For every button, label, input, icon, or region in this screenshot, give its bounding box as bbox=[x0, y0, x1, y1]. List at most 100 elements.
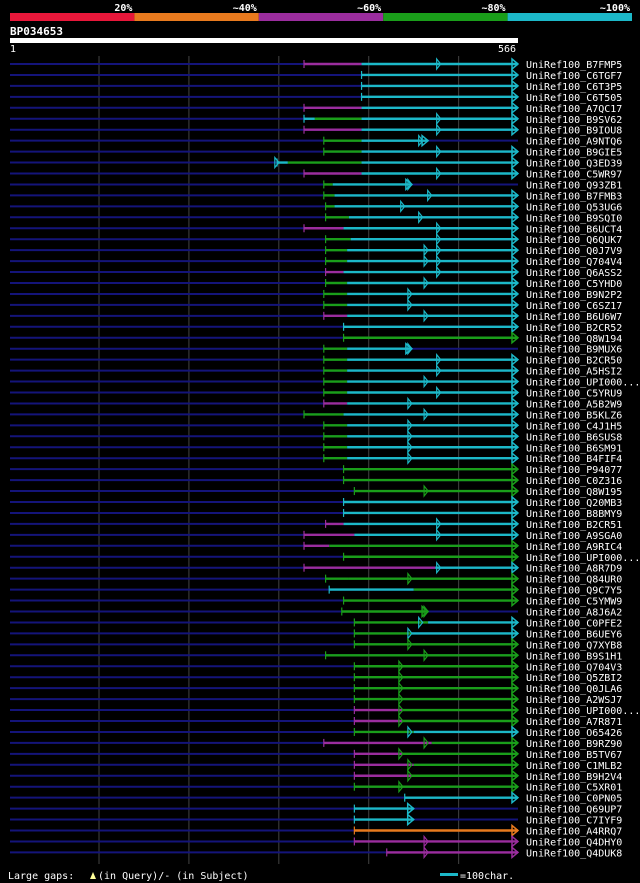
hit-label: UniRef100_Q6QUK7 bbox=[526, 235, 622, 246]
gap-marker bbox=[436, 57, 442, 71]
gap-marker bbox=[423, 276, 429, 290]
segment-end-arrow bbox=[511, 155, 520, 170]
hit-row: UniRef100_B2CR51 bbox=[10, 517, 622, 531]
hit-label: UniRef100_B5KLZ6 bbox=[526, 410, 622, 421]
hit-row: UniRef100_C6T3P5 bbox=[10, 79, 622, 93]
hit-label: UniRef100_C1MLB2 bbox=[526, 761, 622, 772]
segment-end-arrow bbox=[511, 484, 520, 498]
hit-row: UniRef100_C5YHD0 bbox=[10, 276, 622, 290]
hit-label: UniRef100_Q93ZB1 bbox=[526, 180, 622, 191]
hit-row: UniRef100_B9SV62 bbox=[10, 112, 622, 126]
segment-end-arrow bbox=[511, 385, 520, 400]
hit-row: UniRef100_B6UEY6 bbox=[10, 626, 622, 640]
hit-row: UniRef100_B8BMY9 bbox=[10, 506, 622, 520]
hit-label: UniRef100_B6U6W7 bbox=[526, 312, 622, 323]
hit-row: UniRef100_C5YMW9 bbox=[10, 593, 622, 608]
hit-row: UniRef100_C0PN05 bbox=[10, 791, 622, 805]
segment-end-arrow bbox=[511, 331, 520, 345]
segment-end-arrow bbox=[511, 112, 520, 126]
hit-label: UniRef100_Q8W195 bbox=[526, 487, 622, 498]
segment-end-arrow bbox=[511, 320, 520, 334]
hit-label: UniRef100_Q7XYB8 bbox=[526, 640, 622, 651]
segment-end-arrow bbox=[511, 615, 520, 630]
hit-label: UniRef100_B9S1H1 bbox=[526, 651, 622, 662]
gap-marker bbox=[436, 166, 442, 181]
gap-marker bbox=[436, 528, 442, 542]
hit-row: UniRef100_B2CR52 bbox=[10, 320, 622, 334]
hit-row: UniRef100_C5YRU9 bbox=[10, 385, 622, 400]
segment-end-arrow bbox=[511, 517, 520, 531]
gap-marker bbox=[407, 287, 413, 301]
gap-marker bbox=[407, 571, 413, 586]
segment-end-arrow bbox=[511, 561, 520, 575]
gap-marker bbox=[423, 243, 429, 257]
hit-label: UniRef100_C6T3P5 bbox=[526, 82, 622, 93]
hit-label: UniRef100_C5XR01 bbox=[526, 783, 622, 794]
segment-end-arrow bbox=[511, 254, 520, 268]
segment-end-arrow bbox=[511, 736, 520, 750]
hit-row: UniRef100_A7QC17 bbox=[10, 101, 622, 115]
hit-row: UniRef100_A8R7D9 bbox=[10, 560, 622, 575]
legend-band-label-5: ~100% bbox=[600, 3, 630, 14]
hit-row: UniRef100_B5KLZ6 bbox=[10, 407, 622, 422]
hit-label: UniRef100_A8J6A2 bbox=[526, 608, 622, 619]
hit-row: UniRef100_O65426 bbox=[10, 725, 622, 739]
segment-end-arrow bbox=[511, 473, 520, 487]
segment-end-arrow bbox=[511, 845, 520, 860]
gap-marker bbox=[423, 736, 429, 750]
hit-label: UniRef100_A7QC17 bbox=[526, 104, 622, 115]
segment-end-arrow bbox=[511, 243, 520, 257]
hit-label: UniRef100_Q69UP7 bbox=[526, 805, 622, 816]
segment-end-arrow bbox=[511, 221, 520, 235]
gap-marker bbox=[407, 440, 413, 454]
hit-label: UniRef100_C0PN05 bbox=[526, 794, 622, 805]
hit-row: UniRef100_Q0J7V9 bbox=[10, 243, 622, 257]
hit-label: UniRef100_UPI000... bbox=[526, 706, 640, 717]
segment-end-arrow bbox=[511, 539, 520, 553]
hit-row: UniRef100_B6SUS8 bbox=[10, 429, 622, 443]
hit-row: UniRef100_C5XR01 bbox=[10, 779, 622, 794]
hit-label: UniRef100_B9SV62 bbox=[526, 115, 622, 126]
hit-label: UniRef100_Q0J7V9 bbox=[526, 246, 622, 257]
hit-row: UniRef100_B6U6W7 bbox=[10, 309, 622, 323]
gap-marker bbox=[423, 309, 429, 323]
hit-row: UniRef100_Q704V4 bbox=[10, 254, 622, 268]
hit-row: UniRef100_A9RIC4 bbox=[10, 539, 622, 553]
hit-label: UniRef100_Q53UG6 bbox=[526, 202, 622, 213]
hit-row: UniRef100_Q8W195 bbox=[10, 484, 622, 498]
gap-marker bbox=[423, 254, 429, 268]
gap-marker bbox=[436, 144, 442, 159]
segment-end-arrow bbox=[511, 418, 520, 432]
gap-marker bbox=[436, 352, 442, 367]
segment-end-arrow bbox=[511, 57, 520, 71]
hit-row: UniRef100_B9N2P2 bbox=[10, 287, 622, 301]
hit-row: UniRef100_C7IYF9 bbox=[10, 812, 622, 827]
segment-end-arrow bbox=[421, 604, 430, 619]
hit-row: UniRef100_P94077 bbox=[10, 462, 622, 476]
gap-marker bbox=[398, 703, 404, 717]
segment-end-arrow bbox=[511, 681, 520, 695]
legend-band-label-3: ~60% bbox=[357, 3, 381, 14]
hit-label: UniRef100_Q20MB3 bbox=[526, 498, 622, 509]
hit-row: UniRef100_C6T505 bbox=[10, 90, 622, 104]
hit-label: UniRef100_B2CR50 bbox=[526, 356, 622, 367]
segment-end-arrow bbox=[511, 407, 520, 422]
hit-row: UniRef100_UPI000... bbox=[10, 550, 640, 564]
hit-row: UniRef100_UPI000... bbox=[10, 703, 640, 717]
hit-row: UniRef100_A7R871 bbox=[10, 714, 622, 728]
hit-label: UniRef100_C6T505 bbox=[526, 93, 622, 104]
hit-row: UniRef100_C5WR97 bbox=[10, 166, 622, 181]
segment-end-arrow bbox=[511, 670, 520, 684]
hit-row: UniRef100_B9MUX6 bbox=[10, 341, 622, 356]
gap-marker bbox=[398, 714, 404, 728]
hit-row: UniRef100_C4J1H5 bbox=[10, 418, 622, 432]
hit-label: UniRef100_B5TV67 bbox=[526, 750, 622, 761]
hit-label: UniRef100_A5HSI2 bbox=[526, 367, 622, 378]
gap-marker bbox=[436, 560, 442, 575]
segment-end-arrow bbox=[511, 637, 520, 651]
hit-row: UniRef100_B9RZ90 bbox=[10, 736, 622, 750]
gap-marker bbox=[436, 221, 442, 235]
gap-marker bbox=[407, 769, 413, 783]
hit-label: UniRef100_P94077 bbox=[526, 465, 622, 476]
